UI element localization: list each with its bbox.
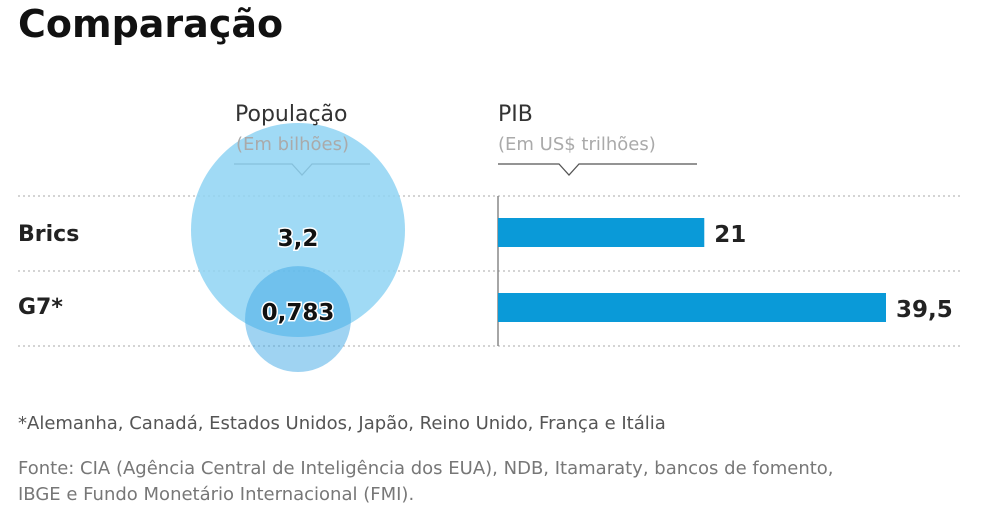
bubble-label-g7: 0,783 — [262, 300, 335, 326]
row-label-brics: Brics — [18, 222, 80, 247]
bubble-brics — [191, 123, 405, 337]
bar-brics — [498, 218, 705, 247]
population-subtitle: (Em bilhões) — [236, 134, 349, 155]
footnote: *Alemanha, Canadá, Estados Unidos, Japão… — [18, 413, 666, 434]
bubble-label-brics: 3,2 — [278, 226, 319, 252]
bar-label-brics: 21 — [714, 222, 746, 248]
header-caret — [498, 163, 697, 176]
gdp-title: PIB — [498, 102, 533, 127]
bubble-g7 — [245, 266, 351, 373]
bar-g7 — [498, 293, 886, 322]
row-label-g7: G7* — [18, 295, 63, 320]
population-title: População — [235, 102, 348, 127]
gdp-subtitle: (Em US$ trilhões) — [498, 134, 656, 155]
page-title: Comparação — [18, 2, 284, 46]
source-line-2: IBGE e Fundo Monetário Internacional (FM… — [18, 484, 415, 505]
source-line-1: Fonte: CIA (Agência Central de Inteligên… — [18, 458, 834, 479]
bar-label-g7: 39,5 — [896, 297, 953, 323]
